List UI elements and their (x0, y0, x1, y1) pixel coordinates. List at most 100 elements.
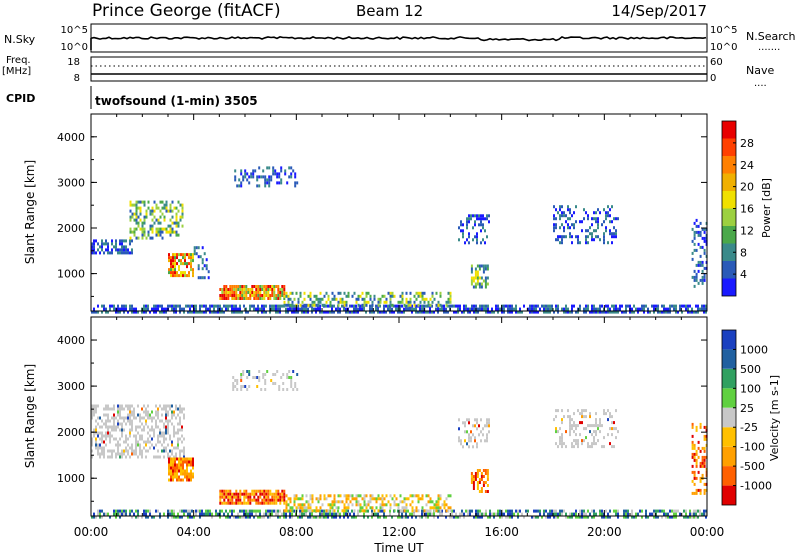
data-cell (603, 238, 605, 242)
data-cell (273, 492, 276, 496)
data-cell (311, 310, 313, 314)
data-cell (507, 310, 509, 314)
data-cell (701, 278, 704, 282)
data-cell (411, 307, 413, 311)
data-cell (137, 431, 139, 435)
data-cell (107, 248, 109, 252)
data-cell (541, 515, 543, 519)
data-cell (248, 181, 251, 185)
data-cell (365, 509, 367, 513)
data-cell (143, 404, 145, 408)
data-cell (347, 294, 350, 298)
data-cell (657, 515, 659, 519)
data-cell (279, 297, 282, 300)
data-cell (341, 297, 344, 301)
data-cell (153, 428, 155, 432)
data-cell (571, 304, 573, 308)
data-cell (264, 388, 267, 391)
data-cell (593, 512, 595, 516)
data-cell (170, 265, 172, 269)
data-cell (559, 205, 561, 209)
data-cell (587, 307, 589, 311)
data-cell (531, 304, 533, 308)
data-cell (613, 421, 615, 425)
data-cell (307, 303, 310, 307)
data-cell (609, 427, 611, 431)
data-cell (565, 430, 567, 434)
data-cell (272, 382, 275, 385)
data-cell (277, 294, 280, 297)
data-cell (351, 503, 354, 507)
data-cell (415, 291, 418, 295)
data-cell (437, 515, 439, 519)
data-cell (251, 509, 253, 513)
data-cell (169, 218, 172, 222)
data-cell (239, 498, 242, 502)
data-cell (355, 304, 357, 308)
data-cell (115, 452, 117, 456)
data-cell (276, 370, 279, 373)
data-cell (184, 271, 186, 275)
data-cell (141, 230, 144, 234)
data-cell (172, 262, 174, 266)
data-cell (257, 498, 260, 502)
data-cell (250, 172, 253, 176)
data-cell (171, 410, 173, 414)
data-cell (609, 208, 611, 212)
data-cell (205, 509, 207, 513)
data-cell (223, 498, 226, 502)
data-cell (549, 515, 551, 519)
data-cell (363, 494, 366, 498)
data-cell (171, 221, 174, 225)
data-cell (605, 226, 607, 230)
data-cell (427, 300, 430, 304)
data-cell (605, 412, 607, 416)
data-cell (468, 232, 470, 236)
data-cell (415, 297, 418, 301)
data-cell (463, 310, 465, 314)
colorbar-tick-label: -500 (740, 460, 765, 473)
data-cell (256, 178, 259, 182)
data-cell (181, 440, 183, 444)
data-cell (193, 252, 196, 256)
data-cell (605, 509, 607, 513)
data-cell (283, 489, 286, 493)
colorbar-swatch (722, 208, 736, 226)
data-cell (480, 214, 482, 218)
data-cell (587, 241, 589, 245)
data-cell (180, 469, 182, 473)
data-cell (480, 285, 483, 289)
data-cell (301, 515, 303, 519)
data-cell (215, 304, 217, 308)
data-cell (139, 419, 141, 423)
data-cell (155, 307, 157, 311)
data-cell (327, 310, 329, 314)
data-cell (485, 509, 487, 513)
data-cell (147, 440, 149, 444)
data-cell (143, 425, 145, 429)
data-cell (179, 449, 181, 453)
data-cell (182, 478, 184, 482)
data-cell (383, 515, 385, 519)
data-cell (409, 297, 412, 301)
data-cell (131, 404, 133, 408)
colorbar-tick-label: 25 (740, 402, 754, 415)
data-cell (240, 172, 243, 176)
data-cell (169, 509, 171, 513)
data-cell (245, 489, 248, 493)
data-cell (479, 515, 481, 519)
data-cell (343, 307, 345, 311)
data-cell (295, 310, 297, 314)
data-cell (171, 404, 173, 408)
data-cell (637, 310, 639, 314)
data-cell (415, 509, 418, 513)
data-cell (699, 449, 702, 453)
data-cell (349, 304, 351, 308)
data-cell (271, 512, 273, 516)
data-cell (437, 503, 440, 507)
data-cell (231, 509, 233, 513)
data-cell (176, 472, 178, 476)
data-cell (201, 304, 203, 308)
data-cell (555, 208, 557, 212)
data-cell (476, 273, 479, 277)
